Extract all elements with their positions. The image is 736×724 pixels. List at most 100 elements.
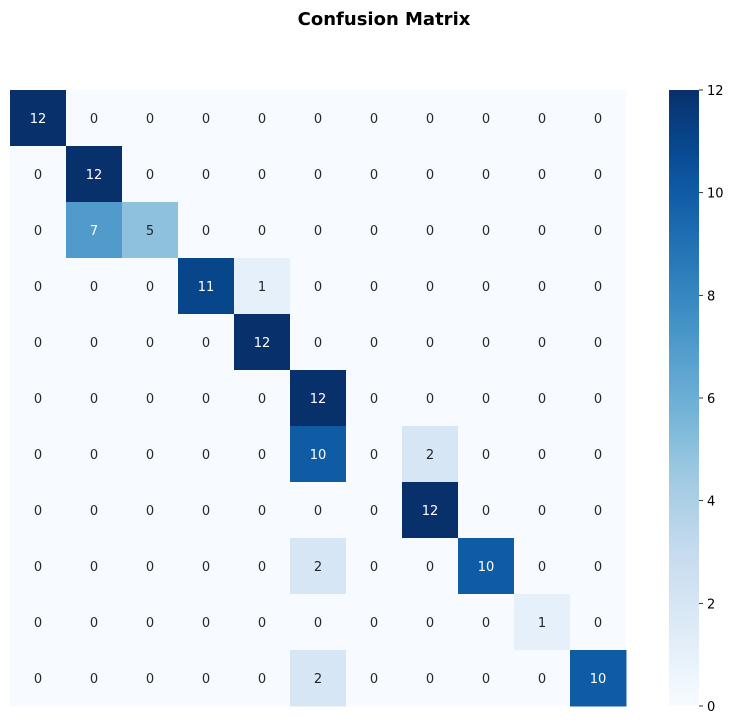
heatmap-cell-r0-c6 [346, 90, 403, 147]
cell-value-r10-c1: 0 [90, 672, 98, 687]
heatmap-cell-r0-c7 [402, 90, 459, 147]
heatmap-cell-r10-c9 [514, 650, 571, 707]
chart-title: Confusion Matrix [298, 9, 471, 30]
cell-value-r10-c0: 0 [34, 672, 42, 687]
heatmap-cell-r3-c9 [514, 258, 571, 315]
cell-value-r1-c6: 0 [370, 168, 378, 183]
heatmap-cell-r4-c1 [66, 314, 123, 371]
heatmap-cell-r6-c2 [122, 426, 179, 483]
heatmap-cell-r7-c5 [290, 482, 347, 539]
heatmap-cell-r2-c6 [346, 202, 403, 259]
heatmap-cell-r7-c2 [122, 482, 179, 539]
cell-value-r1-c9: 0 [538, 168, 546, 183]
heatmap-cell-r7-c3 [178, 482, 235, 539]
heatmap-cell-r10-c2 [122, 650, 179, 707]
heatmap-cell-r2-c5 [290, 202, 347, 259]
cell-value-r7-c1: 0 [90, 504, 98, 519]
cell-value-r5-c0: 0 [34, 392, 42, 407]
heatmap-cell-r9-c8 [458, 594, 515, 651]
heatmap-cell-r7-c10 [570, 482, 627, 539]
heatmap-cell-r4-c0 [10, 314, 67, 371]
cell-value-r7-c5: 0 [314, 504, 322, 519]
cell-value-r1-c0: 0 [34, 168, 42, 183]
cell-value-r6-c0: 0 [34, 448, 42, 463]
heatmap-cell-r4-c2 [122, 314, 179, 371]
heatmap-cell-r1-c5 [290, 146, 347, 203]
cell-value-r9-c0: 0 [34, 616, 42, 631]
heatmap-cell-r2-c9 [514, 202, 571, 259]
cell-value-r6-c5: 10 [310, 448, 327, 463]
heatmap-cell-r3-c7 [402, 258, 459, 315]
heatmap-cell-r9-c10 [570, 594, 627, 651]
heatmap-cell-r4-c8 [458, 314, 515, 371]
cell-value-r1-c8: 0 [482, 168, 490, 183]
cell-value-r8-c1: 0 [90, 560, 98, 575]
colorbar-tick-label-8: 8 [707, 289, 715, 304]
heatmap-cell-r0-c8 [458, 90, 515, 147]
cell-value-r9-c2: 0 [146, 616, 154, 631]
colorbar-tick-label-0: 0 [707, 700, 715, 715]
heatmap-cell-r10-c10 [570, 650, 627, 707]
heatmap-cell-r1-c0 [10, 146, 67, 203]
heatmap-cell-r1-c10 [570, 146, 627, 203]
heatmap-cell-r6-c1 [66, 426, 123, 483]
cell-value-r3-c8: 0 [482, 280, 490, 295]
cell-value-r5-c3: 0 [202, 392, 210, 407]
heatmap-cell-r5-c3 [178, 370, 235, 427]
heatmap-cell-r0-c0 [10, 90, 67, 147]
heatmap-cell-r1-c6 [346, 146, 403, 203]
heatmap-cell-r7-c6 [346, 482, 403, 539]
heatmap-cell-r2-c3 [178, 202, 235, 259]
heatmap-cell-r1-c1 [66, 146, 123, 203]
heatmap-cell-r10-c6 [346, 650, 403, 707]
cell-value-r7-c6: 0 [370, 504, 378, 519]
heatmap-cell-r5-c5 [290, 370, 347, 427]
cell-value-r10-c3: 0 [202, 672, 210, 687]
cell-value-r7-c4: 0 [258, 504, 266, 519]
cell-value-r9-c7: 0 [426, 616, 434, 631]
heatmap-cell-r6-c10 [570, 426, 627, 483]
cell-value-r3-c7: 0 [426, 280, 434, 295]
heatmap-cell-r6-c4 [234, 426, 291, 483]
heatmap-grid: 12 0 0 0 0 0 0 0 0 0 00 12 0 0 0 0 0 0 0 0 00 7 5 0 0 0 0 0 0 0 00 0 0 11… [10, 90, 627, 707]
heatmap-cell-r5-c8 [458, 370, 515, 427]
heatmap-cell-r8-c0 [10, 538, 67, 595]
heatmap-cell-r0-c10 [570, 90, 627, 147]
heatmap-cell-r4-c9 [514, 314, 571, 371]
cell-value-r5-c10: 0 [594, 392, 602, 407]
heatmap-cell-r6-c9 [514, 426, 571, 483]
heatmap-cell-r10-c1 [66, 650, 123, 707]
cell-value-r3-c3: 11 [198, 280, 215, 295]
cell-value-r6-c6: 0 [370, 448, 378, 463]
cell-value-r0-c2: 0 [146, 112, 154, 127]
cell-value-r4-c10: 0 [594, 336, 602, 351]
cell-value-r6-c2: 0 [146, 448, 154, 463]
cell-value-r3-c4: 1 [258, 280, 266, 295]
cell-value-r10-c5: 2 [314, 672, 322, 687]
colorbar-gradient [669, 90, 699, 706]
cell-value-r3-c0: 0 [34, 280, 42, 295]
heatmap-cell-r4-c6 [346, 314, 403, 371]
heatmap-cell-r9-c3 [178, 594, 235, 651]
cell-value-r9-c5: 0 [314, 616, 322, 631]
colorbar-tick-label-10: 10 [707, 187, 724, 202]
cell-value-r2-c3: 0 [202, 224, 210, 239]
heatmap-cell-r9-c0 [10, 594, 67, 651]
heatmap-cell-r9-c1 [66, 594, 123, 651]
cell-value-r5-c4: 0 [258, 392, 266, 407]
cell-value-r2-c6: 0 [370, 224, 378, 239]
cell-value-r0-c5: 0 [314, 112, 322, 127]
heatmap-cell-r4-c5 [290, 314, 347, 371]
heatmap-cell-r1-c2 [122, 146, 179, 203]
heatmap-cell-r10-c8 [458, 650, 515, 707]
cell-value-r8-c0: 0 [34, 560, 42, 575]
cell-value-r4-c1: 0 [90, 336, 98, 351]
cell-value-r9-c3: 0 [202, 616, 210, 631]
heatmap-cell-r8-c8 [458, 538, 515, 595]
cell-value-r6-c1: 0 [90, 448, 98, 463]
cell-value-r1-c7: 0 [426, 168, 434, 183]
cell-value-r10-c6: 0 [370, 672, 378, 687]
heatmap-cell-r9-c9 [514, 594, 571, 651]
heatmap-cell-r2-c8 [458, 202, 515, 259]
